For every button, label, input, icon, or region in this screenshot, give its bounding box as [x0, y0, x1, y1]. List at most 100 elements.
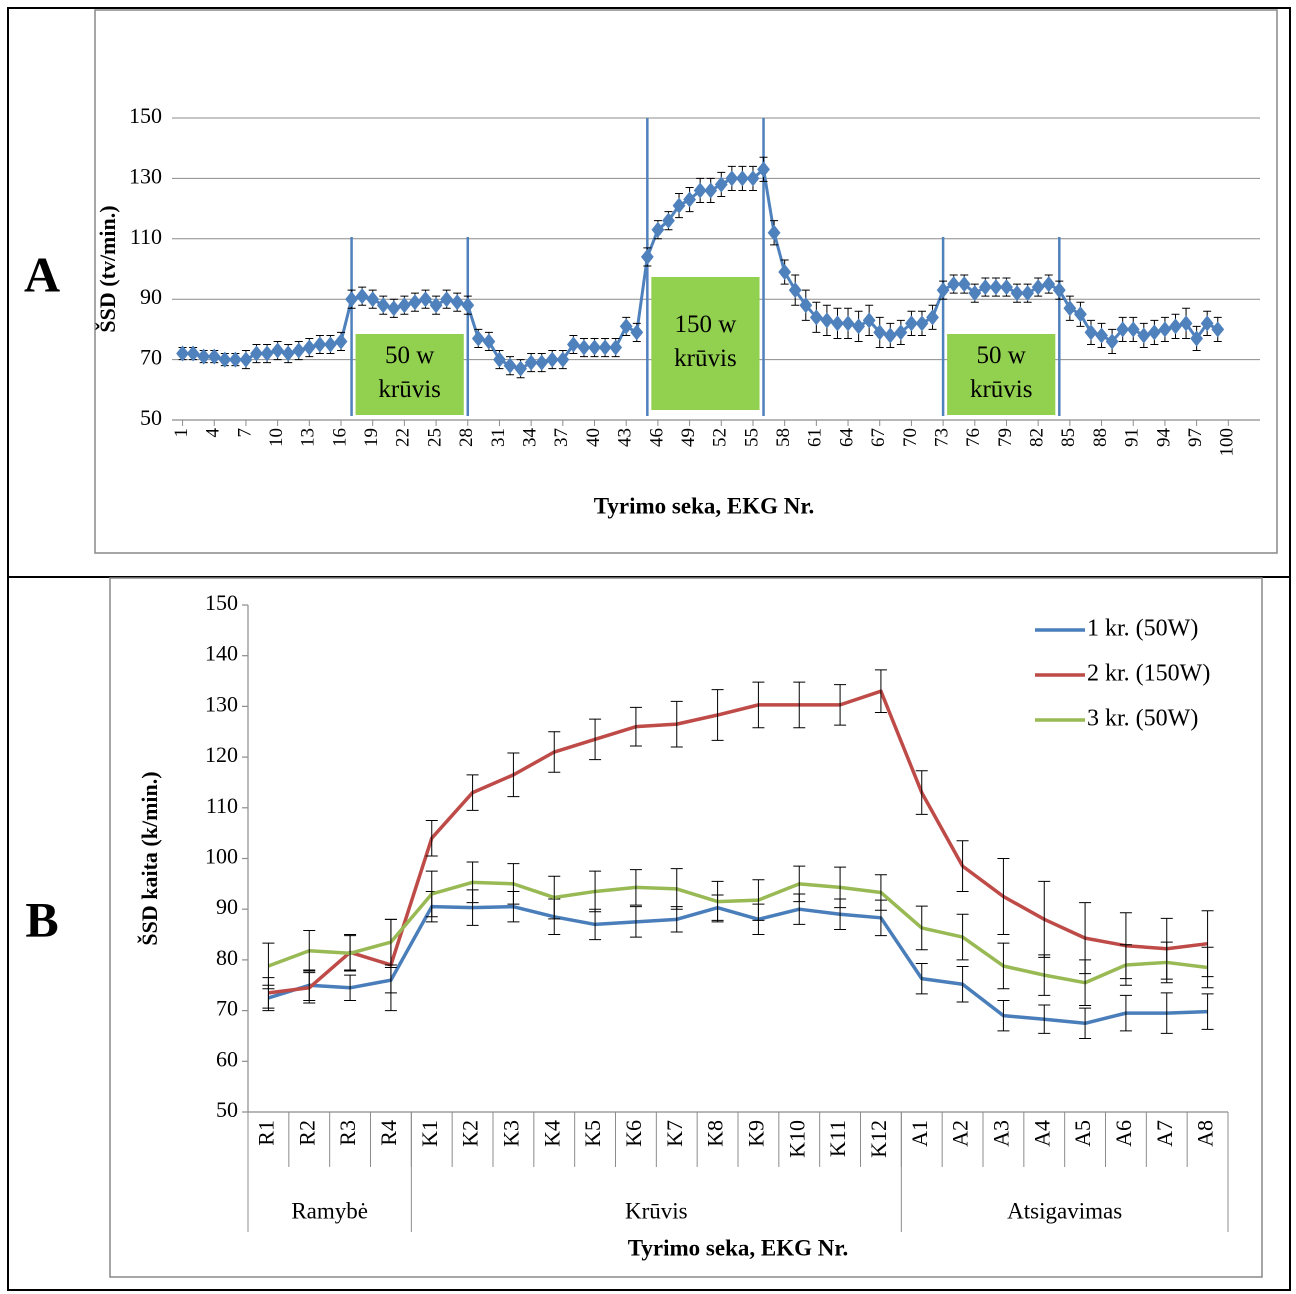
- marker: [619, 318, 633, 335]
- error-bar: [1038, 954, 1051, 996]
- error-bar: [425, 819, 438, 857]
- marker: [651, 221, 665, 238]
- error-bar: [548, 875, 561, 920]
- marker: [376, 297, 390, 314]
- error-bar: [1201, 946, 1214, 989]
- x-tick-label: 70: [900, 428, 921, 447]
- marker: [905, 315, 918, 332]
- error-bar: [670, 700, 683, 748]
- x-tick-label: 79: [995, 428, 1016, 447]
- x-tick-label: 16: [329, 428, 350, 447]
- error-bar: [629, 706, 642, 747]
- marker: [883, 327, 897, 344]
- marker: [672, 197, 686, 214]
- region-box: [355, 334, 464, 415]
- error-bar: [670, 868, 683, 910]
- error-bar: [466, 774, 479, 811]
- region-box: [651, 277, 760, 410]
- marker: [450, 294, 464, 311]
- marker: [1211, 321, 1225, 338]
- y-tick-label: 100: [205, 844, 238, 869]
- marker: [1116, 321, 1130, 338]
- error-bar: [589, 870, 602, 913]
- x-tick-label: R3: [335, 1120, 360, 1146]
- y-tick-label: 150: [205, 590, 238, 615]
- error-bar: [303, 972, 316, 1004]
- marker: [250, 345, 263, 362]
- region-label: krūvis: [378, 376, 441, 403]
- marker: [1179, 315, 1193, 332]
- marker: [313, 336, 327, 353]
- marker: [260, 345, 274, 362]
- error-bar: [956, 913, 969, 961]
- x-tick-label: 91: [1122, 428, 1143, 447]
- marker: [598, 339, 612, 356]
- error-bar: [956, 840, 969, 892]
- marker: [228, 351, 242, 368]
- error-bar: [711, 689, 724, 741]
- marker: [345, 291, 358, 308]
- marker: [197, 348, 211, 365]
- error-bar: [997, 858, 1010, 936]
- marker: [493, 351, 506, 368]
- x-tick-label: 13: [298, 428, 319, 447]
- error-bar: [1079, 959, 1092, 1007]
- marker: [218, 351, 232, 368]
- y-tick-label: 70: [216, 996, 238, 1021]
- region-label: krūvis: [674, 345, 737, 372]
- x-tick-label: K7: [662, 1120, 687, 1147]
- marker: [566, 336, 580, 353]
- marker: [397, 297, 411, 314]
- marker: [514, 360, 527, 377]
- x-tick-label: 100: [1217, 428, 1238, 457]
- marker: [440, 291, 454, 308]
- outer-border: [7, 7, 1291, 1291]
- marker: [1042, 276, 1056, 293]
- error-bar: [589, 718, 602, 761]
- marker: [302, 339, 316, 356]
- error-bar: [793, 681, 806, 729]
- x-tick-label: K8: [703, 1120, 728, 1147]
- marker: [957, 276, 971, 293]
- marker: [831, 315, 844, 332]
- x-tick-label: K12: [866, 1120, 891, 1158]
- marker: [968, 285, 982, 302]
- series-line: [267, 880, 1208, 985]
- x-tick-label: 64: [836, 428, 857, 448]
- marker: [799, 297, 813, 314]
- marker: [809, 309, 823, 326]
- x-tick-label: 4: [203, 428, 224, 438]
- marker: [1147, 324, 1161, 341]
- marker: [588, 339, 601, 356]
- error-bar: [548, 731, 561, 773]
- error-bar: [344, 974, 357, 1001]
- panel-label: A: [24, 246, 60, 302]
- marker: [1000, 279, 1013, 296]
- marker: [767, 224, 781, 241]
- y-axis-label: ŠSD (tv/min.): [95, 205, 120, 332]
- x-tick-label: K3: [498, 1120, 523, 1147]
- x-tick-label: K1: [417, 1120, 442, 1147]
- marker: [915, 315, 929, 332]
- marker: [1190, 330, 1204, 347]
- error-bar: [834, 684, 847, 726]
- region-box: [947, 334, 1056, 415]
- marker: [503, 357, 517, 374]
- marker: [535, 354, 549, 371]
- y-tick-label: 50: [216, 1097, 238, 1122]
- y-tick-label: 150: [129, 103, 162, 128]
- y-tick-label: 70: [140, 345, 162, 370]
- marker: [556, 351, 570, 368]
- error-bar: [1038, 1004, 1051, 1034]
- x-tick-label: K11: [825, 1120, 850, 1157]
- marker: [334, 333, 348, 350]
- chart-frame: [94, 9, 1278, 554]
- marker: [292, 342, 306, 359]
- x-tick-label: 37: [551, 428, 572, 447]
- marker: [1158, 321, 1172, 338]
- x-tick-label: 61: [805, 428, 826, 447]
- x-tick-label: 52: [710, 428, 731, 447]
- x-tick-label: 67: [868, 428, 889, 447]
- marker: [1063, 300, 1077, 317]
- marker: [704, 182, 718, 199]
